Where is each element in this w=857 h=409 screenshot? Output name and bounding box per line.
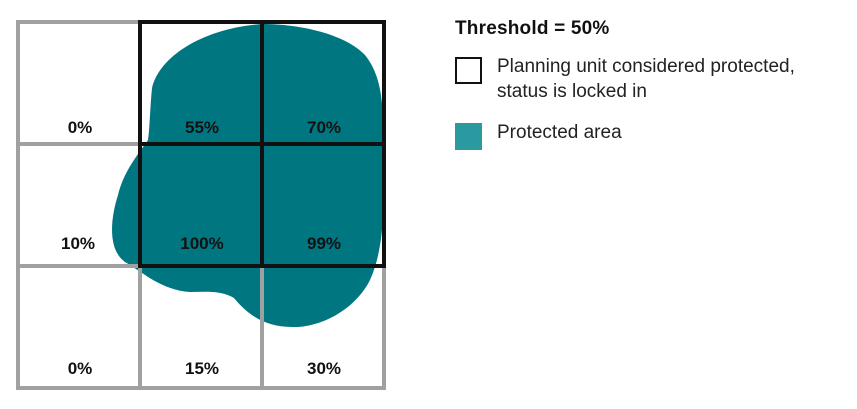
legend: Threshold = 50% Planning unit considered… bbox=[455, 18, 855, 166]
cell-r2c3-label: 99% bbox=[307, 234, 341, 253]
legend-locked-in-line2: status is locked in bbox=[497, 81, 647, 102]
cell-r1c2-label: 55% bbox=[185, 118, 219, 137]
planning-unit-grid-diagram: 0% 55% 70% 10% 100% 99% 0% 15% 30% bbox=[16, 20, 386, 390]
legend-item-protected-area: Protected area bbox=[455, 120, 855, 150]
legend-outline-swatch bbox=[455, 57, 482, 84]
cell-r3c1-label: 0% bbox=[68, 359, 93, 378]
cell-r2c3-border bbox=[260, 142, 386, 268]
cell-r3c3-label: 30% bbox=[307, 359, 341, 378]
legend-locked-in-text: Planning unit considered protected, stat… bbox=[497, 54, 795, 104]
cell-r1c1-label: 0% bbox=[68, 118, 93, 137]
legend-protected-swatch bbox=[455, 123, 482, 150]
legend-item-locked-in: Planning unit considered protected, stat… bbox=[455, 54, 855, 104]
cell-r2c1-label: 10% bbox=[61, 234, 95, 253]
threshold-title: Threshold = 50% bbox=[455, 18, 610, 39]
cell-r2c2-label: 100% bbox=[180, 234, 223, 253]
legend-protected-area-label: Protected area bbox=[497, 122, 622, 143]
cell-r1c3-label: 70% bbox=[307, 118, 341, 137]
legend-locked-in-line1: Planning unit considered protected, bbox=[497, 56, 795, 77]
protected-cells bbox=[138, 20, 386, 268]
cell-r3c2-label: 15% bbox=[185, 359, 219, 378]
protected-area-shape bbox=[112, 24, 384, 328]
